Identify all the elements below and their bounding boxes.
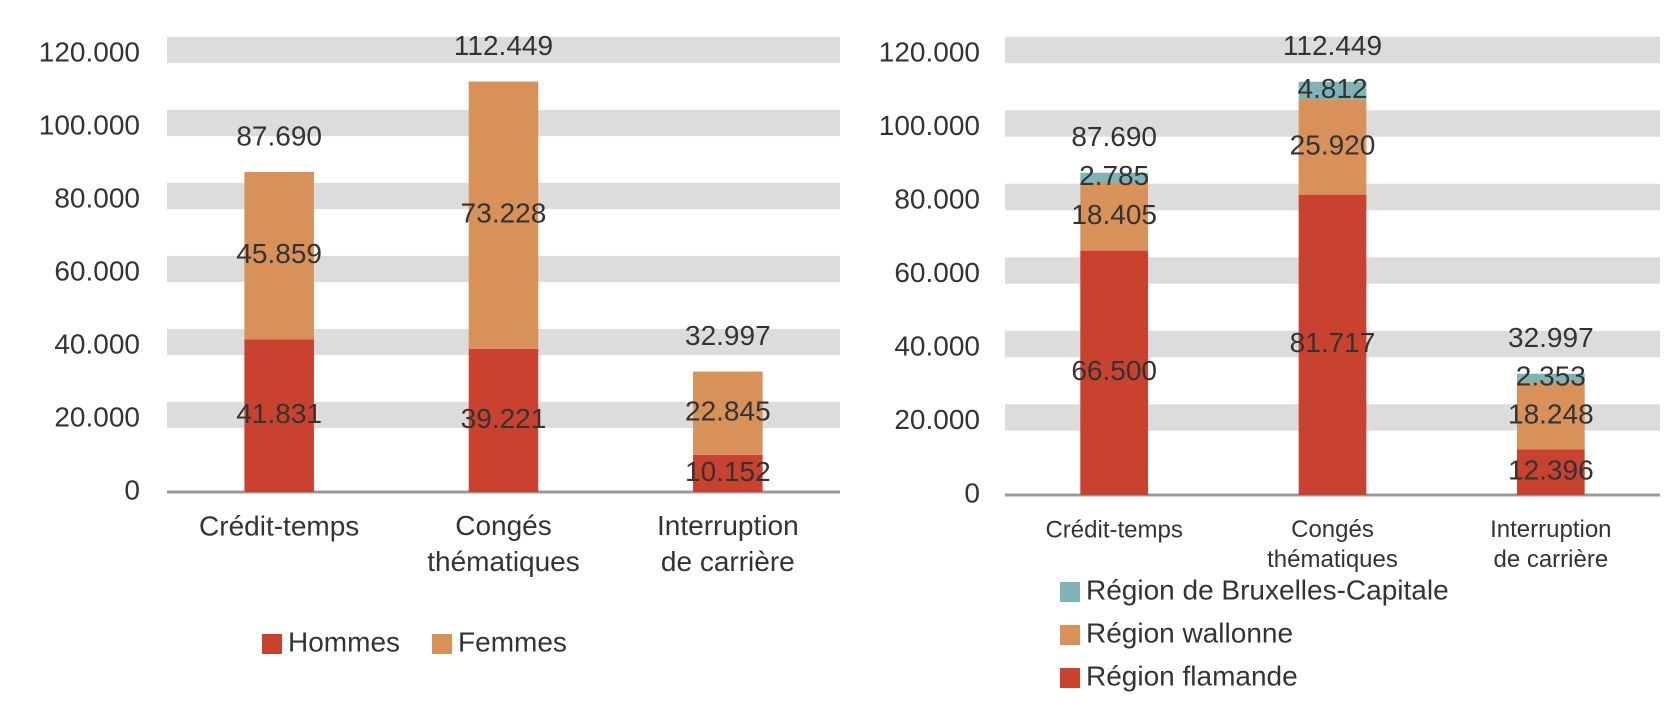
value-label: 12.396	[1508, 455, 1594, 486]
x-tick-label: Interruption de carrière	[657, 510, 799, 577]
value-label: 22.845	[685, 396, 771, 427]
legend-swatch	[1060, 625, 1080, 645]
total-label: 87.690	[236, 120, 322, 151]
y-tick-label: 80.000	[54, 182, 140, 213]
y-tick-label: 60.000	[54, 255, 140, 286]
legend-swatch	[262, 634, 282, 654]
legend-label: Région de Bruxelles-Capitale	[1086, 574, 1449, 605]
y-tick-label: 0	[964, 477, 980, 508]
bar-segment	[1516, 382, 1585, 450]
total-label: 112.449	[454, 30, 553, 61]
x-tick-label: Crédit-temps	[199, 510, 359, 541]
y-tick-label: 100.000	[879, 110, 980, 141]
bar-segment	[1516, 373, 1585, 383]
value-label: 66.500	[1071, 355, 1157, 386]
value-label: 10.152	[685, 456, 771, 487]
value-label: 2.785	[1079, 160, 1149, 191]
y-tick-label: 80.000	[894, 183, 980, 214]
y-tick-label: 100.000	[39, 109, 140, 140]
y-tick-label: 40.000	[54, 328, 140, 359]
legend-swatch	[432, 634, 453, 654]
x-tick-label: Crédit-temps	[1045, 516, 1182, 543]
total-label: 87.690	[1071, 121, 1157, 152]
y-tick-label: 40.000	[894, 330, 980, 361]
value-label: 81.717	[1290, 327, 1376, 358]
x-tick-label: Congés thématiques	[427, 510, 580, 577]
value-label: 18.248	[1508, 398, 1594, 429]
value-label: 4.812	[1297, 73, 1367, 104]
value-label: 41.831	[236, 398, 322, 429]
grid-band	[167, 36, 840, 64]
legend-label: Hommes	[288, 626, 400, 657]
total-label: 32.997	[685, 320, 771, 351]
bar-segment	[468, 348, 539, 492]
bar-segment	[1298, 194, 1367, 496]
legend-label: Région wallonne	[1086, 617, 1293, 648]
total-label: 32.997	[1508, 322, 1594, 353]
bar-segment	[1516, 449, 1585, 495]
y-tick-label: 60.000	[894, 257, 980, 288]
bar-segment	[1080, 250, 1149, 495]
y-tick-label: 120.000	[879, 36, 980, 67]
bar-segment	[1080, 182, 1149, 251]
grid-band	[1005, 36, 1660, 64]
bar-segment	[1298, 99, 1367, 195]
value-label: 18.405	[1071, 199, 1157, 230]
y-tick-label: 20.000	[54, 401, 140, 432]
value-label: 73.228	[461, 198, 547, 229]
value-label: 25.920	[1290, 129, 1376, 160]
total-label: 112.449	[1283, 30, 1382, 61]
y-tick-label: 0	[124, 474, 140, 505]
x-tick-label: Interruption de carrière	[1490, 516, 1611, 573]
x-tick-label: Congés thématiques	[1267, 516, 1398, 573]
bar-segment	[1298, 81, 1367, 100]
y-tick-label: 20.000	[894, 404, 980, 435]
bar-segment	[244, 339, 314, 492]
bar-segment	[693, 454, 763, 492]
value-label: 2.353	[1516, 360, 1586, 391]
legend-swatch	[1060, 582, 1080, 602]
legend-label: Femmes	[458, 626, 567, 657]
legend-label: Région flamande	[1086, 660, 1298, 691]
bar-segment	[468, 81, 539, 349]
value-label: 45.859	[236, 238, 322, 269]
legend-swatch	[1060, 668, 1080, 688]
bar-segment	[693, 371, 763, 455]
y-tick-label: 120.000	[39, 36, 140, 67]
value-label: 39.221	[461, 403, 547, 434]
bar-segment	[1080, 172, 1149, 183]
bar-segment	[244, 171, 314, 340]
